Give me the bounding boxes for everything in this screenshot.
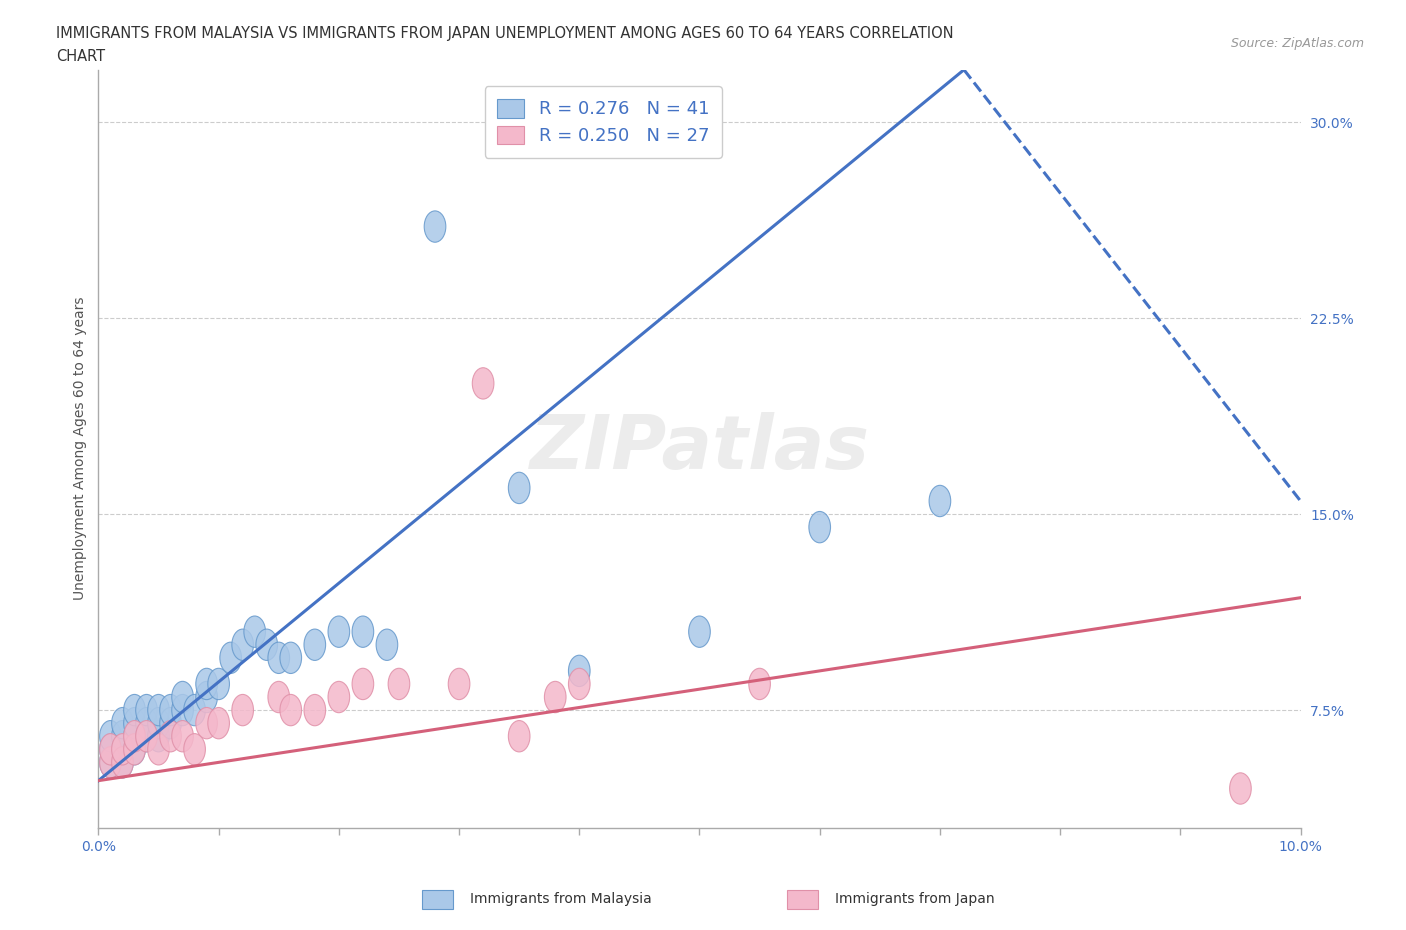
Ellipse shape [195,669,218,699]
Ellipse shape [184,695,205,725]
Ellipse shape [148,734,169,765]
Ellipse shape [100,734,121,765]
Ellipse shape [100,721,121,752]
Ellipse shape [100,747,121,778]
Ellipse shape [689,616,710,647]
Text: CHART: CHART [56,49,105,64]
Ellipse shape [160,708,181,738]
Ellipse shape [208,669,229,699]
Ellipse shape [304,629,326,660]
Ellipse shape [136,708,157,738]
Ellipse shape [124,708,145,738]
Ellipse shape [136,721,157,752]
Ellipse shape [208,708,229,738]
Text: ZIPatlas: ZIPatlas [530,412,869,485]
Ellipse shape [195,708,218,738]
Ellipse shape [172,682,194,712]
Ellipse shape [328,682,350,712]
Ellipse shape [544,682,567,712]
Text: Immigrants from Malaysia: Immigrants from Malaysia [470,892,651,907]
Ellipse shape [388,669,409,699]
Ellipse shape [449,669,470,699]
Ellipse shape [232,695,253,725]
Ellipse shape [111,734,134,765]
Text: Immigrants from Japan: Immigrants from Japan [835,892,995,907]
Ellipse shape [256,629,277,660]
Ellipse shape [195,682,218,712]
Ellipse shape [124,695,145,725]
Ellipse shape [160,695,181,725]
Ellipse shape [352,616,374,647]
Ellipse shape [269,682,290,712]
Ellipse shape [148,721,169,752]
Ellipse shape [136,721,157,752]
Ellipse shape [243,616,266,647]
Ellipse shape [111,721,134,752]
Ellipse shape [184,734,205,765]
Text: Source: ZipAtlas.com: Source: ZipAtlas.com [1230,37,1364,50]
Ellipse shape [509,472,530,504]
Ellipse shape [172,721,194,752]
Ellipse shape [100,747,121,778]
Ellipse shape [280,642,301,673]
Ellipse shape [111,747,134,778]
Y-axis label: Unemployment Among Ages 60 to 64 years: Unemployment Among Ages 60 to 64 years [73,297,87,601]
Ellipse shape [111,747,134,778]
Ellipse shape [111,708,134,738]
Ellipse shape [160,721,181,752]
Ellipse shape [1230,773,1251,804]
Ellipse shape [111,734,134,765]
Ellipse shape [100,734,121,765]
Ellipse shape [425,211,446,242]
Ellipse shape [808,512,831,543]
Ellipse shape [269,642,290,673]
Ellipse shape [377,629,398,660]
Ellipse shape [124,721,145,752]
Ellipse shape [472,367,494,399]
Ellipse shape [568,669,591,699]
Ellipse shape [328,616,350,647]
Ellipse shape [929,485,950,517]
Ellipse shape [280,695,301,725]
Legend: R = 0.276   N = 41, R = 0.250   N = 27: R = 0.276 N = 41, R = 0.250 N = 27 [485,86,721,157]
Text: IMMIGRANTS FROM MALAYSIA VS IMMIGRANTS FROM JAPAN UNEMPLOYMENT AMONG AGES 60 TO : IMMIGRANTS FROM MALAYSIA VS IMMIGRANTS F… [56,26,953,41]
Ellipse shape [136,695,157,725]
Ellipse shape [124,734,145,765]
Ellipse shape [124,734,145,765]
Ellipse shape [232,629,253,660]
Ellipse shape [568,656,591,686]
Ellipse shape [352,669,374,699]
Ellipse shape [749,669,770,699]
Ellipse shape [509,721,530,752]
Ellipse shape [124,721,145,752]
Ellipse shape [172,695,194,725]
Ellipse shape [148,708,169,738]
Ellipse shape [148,695,169,725]
Ellipse shape [304,695,326,725]
Ellipse shape [219,642,242,673]
